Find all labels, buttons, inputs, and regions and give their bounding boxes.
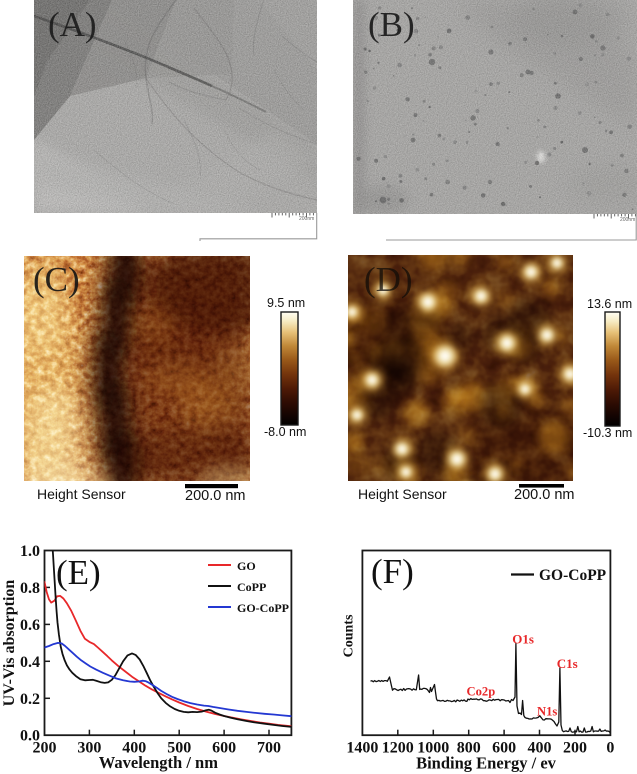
svg-text:GO-CoPP: GO-CoPP bbox=[237, 601, 289, 615]
svg-text:GO: GO bbox=[237, 559, 256, 573]
svg-text:500: 500 bbox=[167, 740, 191, 757]
svg-text:200.0 nm: 200.0 nm bbox=[185, 488, 245, 504]
svg-text:Co2p: Co2p bbox=[467, 685, 496, 699]
svg-text:(C): (C) bbox=[33, 260, 80, 299]
svg-text:(F): (F) bbox=[371, 552, 414, 591]
svg-text:UV-Vis absorption: UV-Vis absorption bbox=[1, 580, 18, 707]
svg-text:C1s: C1s bbox=[557, 656, 578, 671]
svg-text:(A): (A) bbox=[48, 5, 97, 44]
svg-text:200nm: 200nm bbox=[299, 216, 314, 222]
svg-text:0.8: 0.8 bbox=[20, 580, 40, 597]
svg-text:200: 200 bbox=[33, 740, 57, 757]
svg-text:13.6 nm: 13.6 nm bbox=[587, 297, 632, 311]
svg-text:1400: 1400 bbox=[346, 740, 378, 757]
svg-text:9.5 nm: 9.5 nm bbox=[267, 296, 305, 310]
svg-text:Binding Energy / ev: Binding Energy / ev bbox=[416, 754, 557, 773]
svg-text:400: 400 bbox=[528, 740, 552, 757]
svg-text:O1s: O1s bbox=[512, 631, 534, 646]
svg-text:400: 400 bbox=[122, 740, 146, 757]
svg-text:-8.0 nm: -8.0 nm bbox=[264, 425, 306, 439]
svg-text:0.0: 0.0 bbox=[20, 728, 40, 745]
svg-text:N1s: N1s bbox=[537, 705, 557, 719]
svg-text:1.0: 1.0 bbox=[20, 543, 40, 560]
svg-text:1200: 1200 bbox=[382, 740, 414, 757]
svg-text:0.4: 0.4 bbox=[20, 654, 40, 671]
svg-text:Height Sensor: Height Sensor bbox=[37, 486, 126, 502]
svg-text:Height Sensor: Height Sensor bbox=[358, 486, 447, 502]
svg-text:0: 0 bbox=[606, 740, 614, 757]
svg-text:(B): (B) bbox=[368, 5, 415, 44]
svg-text:1000: 1000 bbox=[417, 740, 449, 757]
svg-text:GO-CoPP: GO-CoPP bbox=[539, 567, 607, 584]
svg-text:CoPP: CoPP bbox=[237, 580, 266, 594]
svg-text:Counts: Counts bbox=[342, 614, 357, 657]
svg-text:600: 600 bbox=[492, 740, 516, 757]
svg-text:200.0 nm: 200.0 nm bbox=[514, 487, 574, 503]
svg-text:600: 600 bbox=[212, 740, 236, 757]
svg-text:200: 200 bbox=[563, 740, 587, 757]
svg-text:700: 700 bbox=[257, 740, 281, 757]
svg-text:(E): (E) bbox=[56, 553, 101, 592]
svg-text:-10.3 nm: -10.3 nm bbox=[583, 426, 632, 440]
svg-text:(D): (D) bbox=[364, 260, 413, 299]
svg-text:0.2: 0.2 bbox=[20, 691, 40, 708]
svg-text:200nm: 200nm bbox=[620, 217, 635, 223]
svg-text:300: 300 bbox=[77, 740, 101, 757]
svg-text:800: 800 bbox=[457, 740, 481, 757]
svg-text:0.6: 0.6 bbox=[20, 617, 40, 634]
svg-text:Wavelength / nm: Wavelength / nm bbox=[99, 753, 218, 772]
